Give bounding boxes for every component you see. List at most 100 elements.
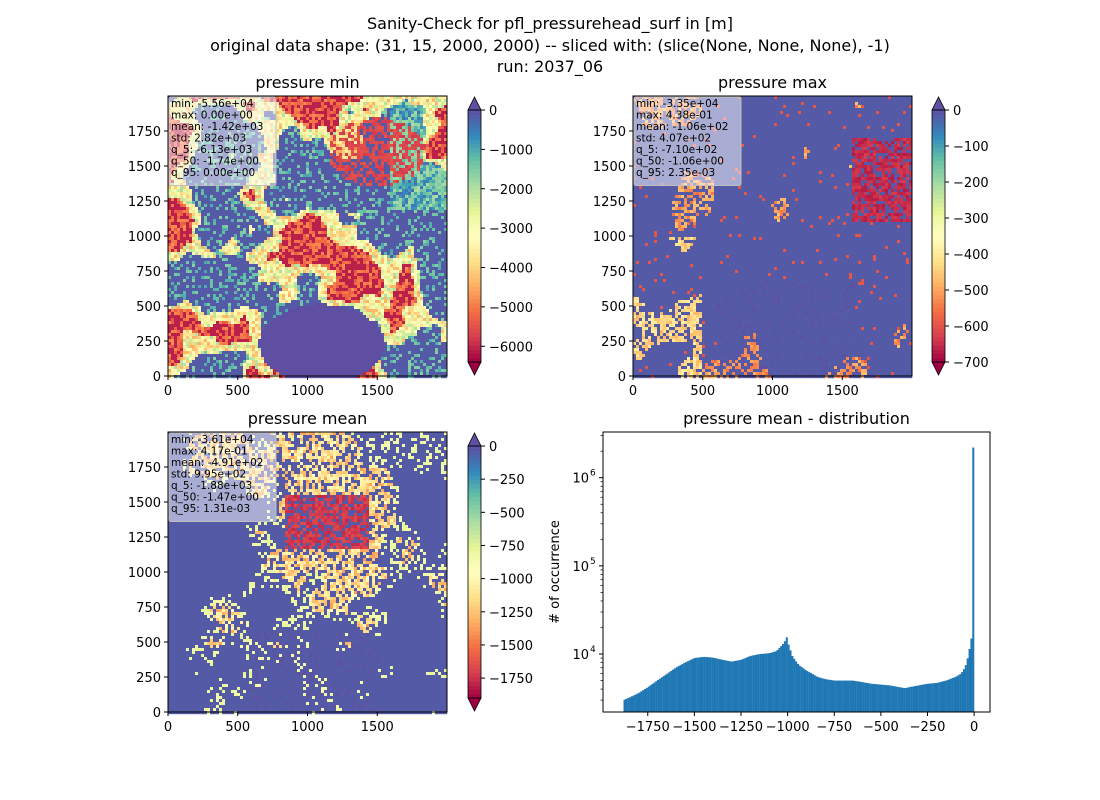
histogram-bar (856, 681, 859, 712)
x-tick-label: −1750 (626, 720, 670, 735)
histogram-bar (824, 679, 827, 712)
colorbar-segment (468, 588, 481, 594)
colorbar-segment (468, 630, 481, 636)
colorbar-segment (468, 118, 481, 124)
colorbar-segment (932, 341, 945, 346)
colorbar-segment (468, 156, 481, 161)
colorbar-segment (468, 143, 481, 149)
colorbar-tick-label: −1500 (489, 639, 533, 654)
histogram-bar (914, 685, 917, 712)
y-tick-label: 1000 (593, 230, 626, 245)
colorbar-tick-label: −400 (953, 248, 989, 263)
colorbar-segment (932, 303, 945, 308)
colorbar-segment (468, 294, 481, 300)
histogram-bar (755, 654, 758, 712)
histogram-bar (664, 674, 667, 712)
colorbar-segment (932, 152, 945, 157)
x-tick-label: 1500 (361, 384, 394, 399)
histogram-bar (808, 672, 811, 712)
colorbar: 0 −100 −200 −300 −400 −500 −600 −700 (931, 96, 989, 376)
heatmap-panel-pressure-min: pressure min 0 500 1000 1500 0 250 500 750 1000… (128, 73, 533, 399)
colorbar-segment (932, 311, 945, 317)
histogram-bar (716, 658, 719, 712)
colorbar-segment (468, 521, 481, 527)
histogram-bar (681, 664, 684, 712)
colorbar-segment (468, 315, 481, 321)
histogram-bar (724, 660, 727, 712)
x-tick-label: 1000 (756, 384, 789, 399)
colorbar-segment (468, 559, 481, 565)
histogram-bar (625, 698, 628, 712)
suptitle-line-3: run: 2037_06 (497, 57, 603, 77)
colorbar-segment (468, 324, 481, 329)
colorbar-segment (932, 168, 945, 174)
colorbar-tick-label: −500 (489, 506, 525, 521)
y-tick-label: 0 (153, 706, 161, 721)
colorbar-extend-max (931, 96, 946, 111)
colorbar-segment (932, 156, 945, 161)
histogram-bar (810, 673, 813, 712)
histogram-bar (739, 659, 742, 712)
colorbar-segment (932, 324, 945, 329)
stats-line: q_5: -7.10e+02 (636, 144, 717, 156)
y-tick-label-exponent: 4 (590, 645, 596, 655)
colorbar-segment (468, 273, 481, 279)
colorbar-segment (932, 315, 945, 321)
axes-frame (602, 431, 991, 713)
histogram-bar (880, 684, 883, 712)
colorbar-tick-label: −1750 (489, 672, 533, 687)
colorbar-segment (468, 261, 481, 266)
histogram-bar (690, 659, 693, 712)
y-tick-label: 250 (601, 335, 626, 350)
colorbar-segment (468, 219, 481, 224)
stats-line: q_95: 0.00e+00 (171, 167, 255, 179)
colorbar-segment (468, 538, 481, 544)
colorbar-segment (468, 278, 481, 283)
histogram-bar (884, 685, 887, 712)
histogram-bar (776, 650, 779, 712)
histogram-bar (851, 680, 854, 712)
stats-line: q_50: -1.47e+00 (171, 492, 259, 504)
histogram-bar (944, 680, 947, 712)
colorbar-segment (932, 227, 945, 233)
colorbar-segment (932, 294, 945, 300)
colorbar-segment (932, 194, 945, 199)
colorbar-segment (468, 122, 481, 128)
histogram-bar (720, 659, 723, 712)
histogram-bar (701, 656, 704, 712)
y-tick-label-exponent: 5 (590, 557, 596, 567)
histogram-bar (741, 659, 744, 712)
colorbar-segment (468, 572, 481, 577)
histogram-bar (970, 638, 973, 712)
histogram-bar (938, 682, 941, 712)
histogram-bar (735, 660, 738, 712)
colorbar-segment (468, 299, 481, 304)
colorbar-segment (468, 189, 481, 195)
histogram-bar (852, 680, 855, 712)
histogram-bar (832, 680, 835, 712)
colorbar-segment (468, 269, 481, 275)
histogram-bar (929, 683, 932, 712)
colorbar-tick-label: −600 (953, 320, 989, 335)
histogram-bar (660, 677, 663, 712)
histogram-bar (722, 659, 725, 712)
histogram-bar (934, 683, 937, 712)
histogram-bar (627, 698, 630, 712)
x-tick-label: −1000 (766, 720, 810, 735)
histogram-bar (672, 669, 675, 712)
y-tick-label: 1750 (593, 125, 626, 140)
panel-title: pressure mean (248, 409, 368, 428)
x-tick-label: 500 (690, 384, 715, 399)
y-tick-label: 500 (136, 300, 161, 315)
histogram-bar (685, 662, 688, 712)
colorbar-segment (468, 664, 481, 670)
histogram-bar (759, 653, 762, 712)
histogram-bar (860, 681, 863, 712)
suptitle-line-2: original data shape: (31, 15, 2000, 2000… (210, 36, 890, 55)
histogram-bar (905, 687, 908, 712)
histogram-bar (733, 661, 736, 712)
colorbar-tick-label: −5000 (489, 301, 533, 316)
x-tick-label: 0 (629, 384, 637, 399)
colorbar-frame (467, 445, 482, 699)
colorbar-segment (932, 240, 945, 245)
